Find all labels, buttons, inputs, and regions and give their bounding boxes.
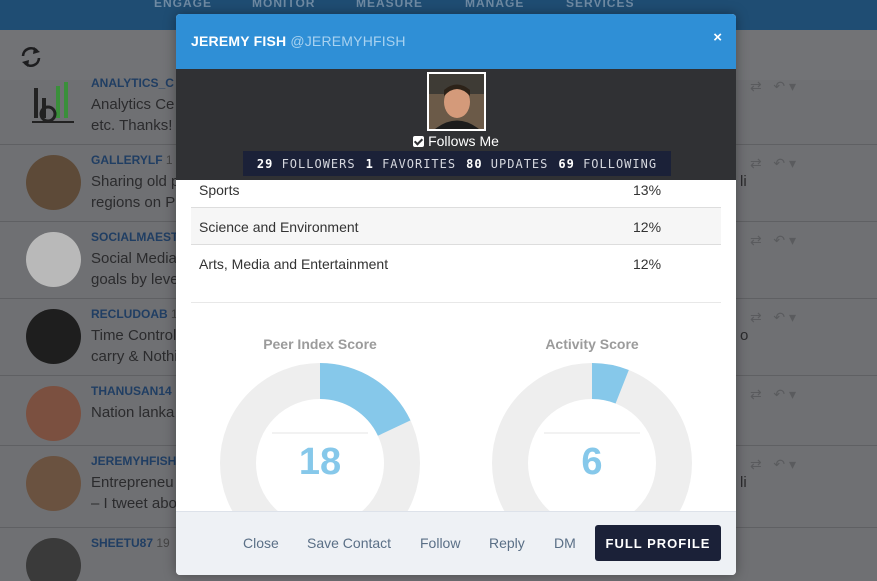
topic-percent: 12% <box>633 256 662 272</box>
profile-handle: @JEREMYHFISH <box>290 33 406 49</box>
topic-percent: 13% <box>633 182 662 198</box>
follow-button[interactable]: Follow <box>420 535 461 551</box>
avatar <box>26 386 81 441</box>
follows-me-label: Follows Me <box>428 133 499 149</box>
stream-snippet: Entrepreneu – I tweet abo <box>91 474 177 512</box>
dm-button[interactable]: DM <box>554 535 576 551</box>
topic-row: Science and Environment 12% <box>191 208 721 245</box>
followers-stat[interactable]: 29 FOLLOWERS <box>256 156 356 171</box>
stream-row[interactable]: THANUSAN14 Nation lanka ⇄ ↶ ▾ <box>0 376 877 446</box>
profile-modal: JEREMY FISH @JEREMYHFISH × Follows Me 29 … <box>176 14 736 575</box>
activity-label: Activity Score <box>545 336 639 352</box>
close-button[interactable]: Close <box>243 535 279 551</box>
updates-stat[interactable]: 80 UPDATES <box>466 156 549 171</box>
profile-summary: Follows Me 29 FOLLOWERS 1 FAVORITES 80 U… <box>176 69 736 180</box>
stream-snippet: Time Control carry & Nothi <box>91 327 178 365</box>
donut-fill <box>592 363 629 404</box>
stream-handle[interactable]: THANUSAN14 <box>91 384 172 398</box>
avatar <box>26 456 81 511</box>
profile-photo <box>427 72 486 131</box>
avatar <box>26 155 81 210</box>
nav-manage[interactable]: MANAGE <box>465 0 525 10</box>
stream-handle[interactable]: SOCIALMAEST <box>91 230 179 244</box>
avatar <box>26 538 81 581</box>
topic-row: Arts, Media and Entertainment 12% <box>191 245 721 282</box>
modal-footer: Close Save Contact Follow Reply DM FULL … <box>176 511 736 575</box>
stream-row[interactable]: SHEETU87 19 <box>0 528 877 581</box>
refresh-icon[interactable] <box>18 44 44 70</box>
stream-snippet: Social Media goals by leve <box>91 250 179 288</box>
topics-table: Sports 13% Science and Environment 12% A… <box>191 180 721 282</box>
stream-handle[interactable]: ANALYTICS_C <box>91 76 174 90</box>
stream-snippet: Analytics Ce etc. Thanks! <box>91 96 175 134</box>
stream-snippet: Nation lanka <box>91 404 175 421</box>
nav-services[interactable]: SERVICES <box>566 0 635 10</box>
avatar <box>26 232 81 287</box>
row-actions[interactable]: ⇄ ↶ ▾ <box>750 155 797 171</box>
peer-index-label: Peer Index Score <box>263 336 377 352</box>
stream-handle[interactable]: JEREMYHFISH <box>91 454 177 468</box>
close-icon[interactable]: × <box>713 29 722 46</box>
activity-value: 6 <box>581 441 603 483</box>
peer-index-value: 18 <box>298 441 342 483</box>
stream-tail: o <box>740 327 749 344</box>
stream-tail: li <box>740 173 747 190</box>
nav-measure[interactable]: MEASURE <box>356 0 424 10</box>
row-actions[interactable]: ⇄ ↶ ▾ <box>750 78 797 94</box>
row-actions[interactable]: ⇄ ↶ ▾ <box>750 456 797 472</box>
following-stat[interactable]: 69 FOLLOWING <box>558 156 658 171</box>
check-icon <box>413 136 425 147</box>
analytics-icon <box>32 82 74 123</box>
stats-bar: 29 FOLLOWERS 1 FAVORITES 80 UPDATES 69 F… <box>243 151 671 176</box>
divider <box>191 302 721 303</box>
reply-button[interactable]: Reply <box>489 535 525 551</box>
stream-handle[interactable]: GALLERYLF 1 <box>91 153 173 167</box>
row-actions[interactable]: ⇄ ↶ ▾ <box>750 232 797 248</box>
favorites-stat[interactable]: 1 FAVORITES <box>365 156 457 171</box>
topic-name: Science and Environment <box>199 219 359 235</box>
topic-name: Arts, Media and Entertainment <box>199 256 389 272</box>
topic-percent: 12% <box>633 219 662 235</box>
donut-fill <box>320 363 411 436</box>
topic-name: Sports <box>199 182 240 198</box>
stream-snippet: Sharing old p regions on P <box>91 173 180 211</box>
nav-monitor[interactable]: MONITOR <box>252 0 316 10</box>
topic-row: Sports 13% <box>191 180 721 208</box>
profile-name: JEREMY FISH <box>191 33 287 49</box>
modal-header: JEREMY FISH @JEREMYHFISH × <box>176 14 736 69</box>
stream-handle[interactable]: RECLUDOAB 1 <box>91 307 178 321</box>
row-actions[interactable]: ⇄ ↶ ▾ <box>750 386 797 402</box>
follows-me: Follows Me <box>176 133 736 149</box>
row-actions[interactable]: ⇄ ↶ ▾ <box>750 309 797 325</box>
nav-engage[interactable]: ENGAGE <box>154 0 213 10</box>
save-contact-button[interactable]: Save Contact <box>307 535 392 551</box>
full-profile-button[interactable]: FULL PROFILE <box>595 525 721 561</box>
stream-handle[interactable]: SHEETU87 19 <box>91 536 170 550</box>
avatar <box>26 309 81 364</box>
stream-tail: li <box>740 474 747 491</box>
modal-title: JEREMY FISH @JEREMYHFISH <box>191 33 406 49</box>
